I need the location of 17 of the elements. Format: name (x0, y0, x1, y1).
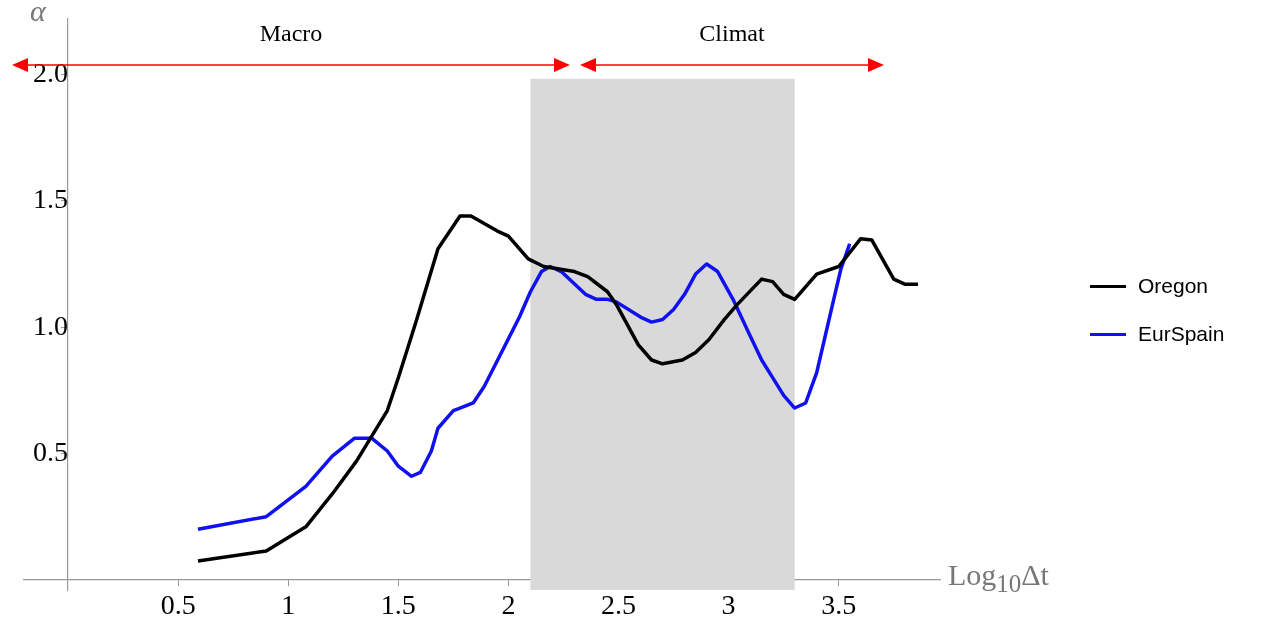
x-tick-label: 3.5 (821, 589, 857, 621)
x-tick-label: 1 (281, 589, 296, 621)
x-tick-label: 2 (501, 589, 516, 621)
annotation: Macro (259, 20, 323, 47)
y-tick-label: 0.5 (33, 435, 69, 467)
annotation: Climat (699, 20, 765, 47)
y-axis-title: α (30, 0, 46, 28)
y-tick-label: 1.5 (33, 183, 69, 215)
x-tick-label: 1.5 (380, 589, 416, 621)
x-tick-label: 3 (721, 589, 736, 621)
legend-label: Oregon (1138, 274, 1209, 298)
legend-label: EurSpain (1138, 322, 1225, 346)
x-tick-label: 0.5 (160, 589, 196, 621)
x-axis-title: Log$_{10}$Δt (948, 557, 1049, 598)
x-tick-label: 2.5 (601, 589, 637, 621)
y-tick-label: 1.0 (33, 309, 69, 341)
y-tick-label: 2.0 (33, 56, 69, 88)
